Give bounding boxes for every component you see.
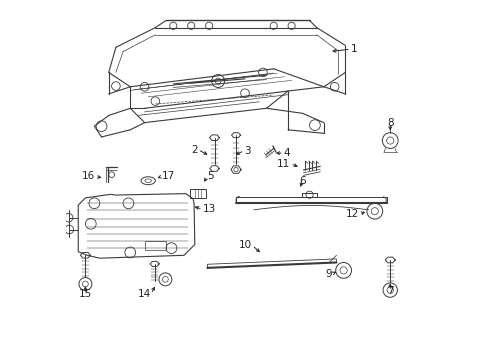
Text: 4: 4 <box>284 148 291 158</box>
Text: 11: 11 <box>277 158 291 168</box>
Text: 8: 8 <box>387 118 393 128</box>
Text: 10: 10 <box>239 240 252 250</box>
Text: 17: 17 <box>162 171 175 181</box>
Text: 1: 1 <box>351 44 357 54</box>
Text: 5: 5 <box>207 171 214 181</box>
Text: 15: 15 <box>79 289 92 299</box>
Text: 7: 7 <box>387 286 393 296</box>
Text: 9: 9 <box>325 269 332 279</box>
Text: 3: 3 <box>245 145 251 156</box>
Text: 13: 13 <box>203 204 216 215</box>
Text: 2: 2 <box>191 144 197 154</box>
Text: 12: 12 <box>346 209 359 219</box>
Text: 14: 14 <box>138 289 151 299</box>
Text: 16: 16 <box>82 171 95 181</box>
Text: 6: 6 <box>299 176 306 186</box>
